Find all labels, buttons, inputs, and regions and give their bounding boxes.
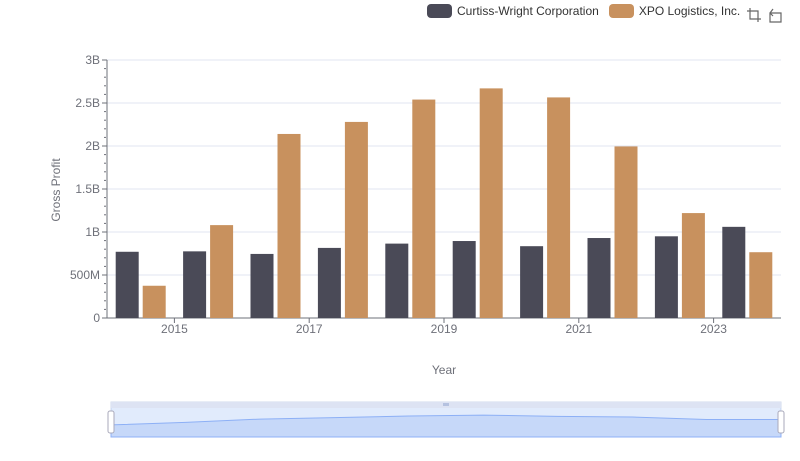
y-tick-label: 2.5B bbox=[75, 96, 100, 110]
y-tick-label: 500M bbox=[70, 268, 100, 282]
bar-curtiss-wright-2022[interactable] bbox=[654, 236, 678, 318]
bar-curtiss-wright-2019[interactable] bbox=[452, 241, 476, 318]
y-tick-label: 1B bbox=[85, 225, 100, 239]
legend-swatch bbox=[427, 4, 452, 18]
x-tick-label: 2017 bbox=[296, 322, 323, 336]
x-tick-label: 2023 bbox=[700, 322, 727, 336]
y-tick-label: 0 bbox=[93, 311, 100, 325]
x-tick-label: 2019 bbox=[431, 322, 458, 336]
legend-label: XPO Logistics, Inc. bbox=[638, 4, 741, 18]
legend-swatch bbox=[608, 4, 634, 18]
bar-xpo-2018[interactable] bbox=[412, 99, 436, 318]
bar-curtiss-wright-2015[interactable] bbox=[183, 251, 207, 318]
legend-item-xpo[interactable]: XPO Logistics, Inc. bbox=[608, 4, 741, 18]
bar-curtiss-wright-2016[interactable] bbox=[250, 253, 274, 318]
bar-curtiss-wright-2021[interactable] bbox=[587, 238, 611, 318]
legend-item-curtiss-wright[interactable]: Curtiss-Wright Corporation bbox=[427, 4, 599, 18]
y-tick-label: 1.5B bbox=[75, 182, 100, 196]
y-axis-ticks: 0 500M 1B 1.5B 2B 2.5B 3B bbox=[70, 53, 108, 325]
bar-xpo-2023[interactable] bbox=[749, 252, 773, 318]
y-tick-label: 3B bbox=[85, 53, 100, 67]
bar-curtiss-wright-2023[interactable] bbox=[722, 226, 746, 318]
bar-curtiss-wright-2014[interactable] bbox=[115, 251, 139, 318]
y-axis-title: Gross Profit bbox=[49, 158, 63, 222]
toolbox bbox=[746, 7, 788, 23]
legend-label: Curtiss-Wright Corporation bbox=[457, 4, 599, 18]
x-axis: 2015 2017 2019 2021 2023 bbox=[161, 318, 727, 336]
bars bbox=[115, 88, 773, 318]
bar-xpo-2021[interactable] bbox=[614, 146, 638, 318]
x-tick-label: 2015 bbox=[161, 322, 188, 336]
zoom-icon[interactable] bbox=[746, 7, 762, 23]
zoom-handle-left[interactable] bbox=[107, 410, 115, 434]
bar-xpo-2020[interactable] bbox=[547, 97, 571, 318]
zoom-drag-bar[interactable] bbox=[443, 403, 449, 406]
bar-xpo-2014[interactable] bbox=[142, 285, 166, 318]
bar-curtiss-wright-2020[interactable] bbox=[520, 246, 544, 318]
bar-xpo-2017[interactable] bbox=[344, 121, 368, 318]
bar-curtiss-wright-2018[interactable] bbox=[385, 243, 409, 318]
bar-curtiss-wright-2017[interactable] bbox=[317, 247, 341, 318]
x-tick-label: 2021 bbox=[565, 322, 592, 336]
grid-lines bbox=[107, 59, 781, 319]
legend: Curtiss-Wright Corporation XPO Logistics… bbox=[427, 4, 750, 18]
zoom-handle-right[interactable] bbox=[777, 410, 785, 434]
x-axis-title: Year bbox=[432, 363, 456, 377]
bar-xpo-2019[interactable] bbox=[479, 88, 503, 318]
bar-xpo-2016[interactable] bbox=[277, 133, 301, 318]
bar-xpo-2022[interactable] bbox=[681, 213, 705, 318]
data-zoom-slider[interactable] bbox=[107, 401, 785, 438]
restore-icon[interactable] bbox=[767, 7, 783, 23]
bar-xpo-2015[interactable] bbox=[210, 225, 234, 318]
y-tick-label: 2B bbox=[85, 139, 100, 153]
